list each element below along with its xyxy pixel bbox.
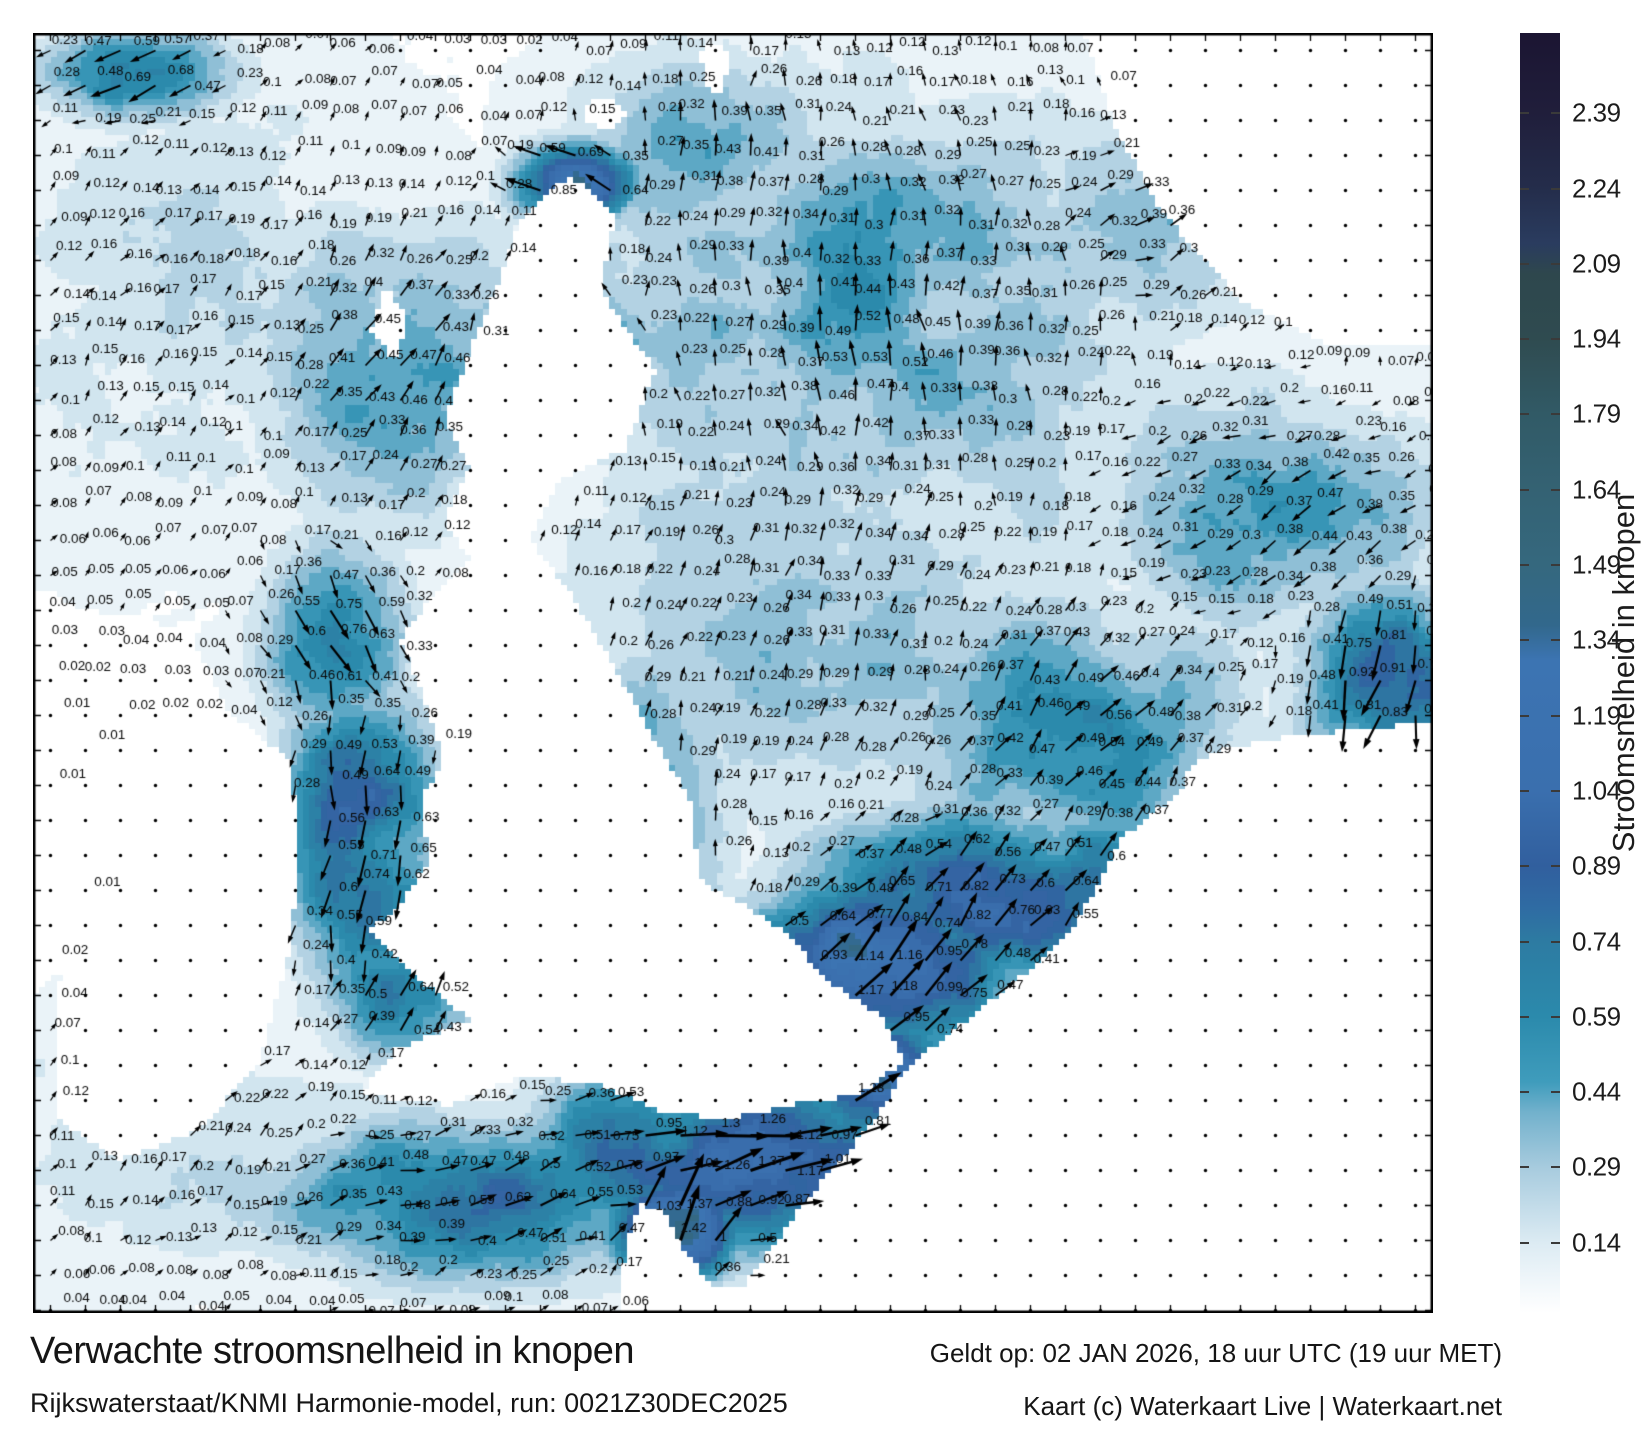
colorbar-tick-mark (1520, 187, 1529, 190)
colorbar-tick-label: 2.09 (1572, 248, 1621, 279)
model-run-label: Rijkswaterstaat/KNMI Harmonie-model, run… (30, 1388, 788, 1418)
colorbar-tick-label: 0.59 (1572, 1001, 1621, 1032)
colorbar-tick-label: 1.19 (1572, 700, 1621, 731)
colorbar-tick-mark (1551, 112, 1560, 115)
colorbar-tick-label: 1.64 (1572, 474, 1621, 505)
colorbar-tick-mark (1551, 413, 1560, 416)
colorbar-tick-mark (1520, 1166, 1529, 1169)
valid-time-label: Geldt op: 02 JAN 2026, 18 uur UTC (19 uu… (929, 1338, 1502, 1368)
colorbar-tick-mark (1520, 1241, 1529, 1244)
colorbar-tick-mark (1520, 639, 1529, 642)
colorbar-tick-label: 0.74 (1572, 926, 1621, 957)
colorbar-tick-mark (1520, 714, 1529, 717)
colorbar-tick-label: 1.94 (1572, 323, 1621, 354)
colorbar-tick-mark (1551, 1091, 1560, 1094)
colorbar-tick-mark (1520, 262, 1529, 265)
colorbar-tick-mark (1551, 789, 1560, 792)
colorbar-tick-mark (1551, 488, 1560, 491)
colorbar-tick-mark (1551, 1241, 1560, 1244)
colorbar-tick-label: 1.04 (1572, 775, 1621, 806)
copyright-label: Kaart (c) Waterkaart Live | Waterkaart.n… (1023, 1391, 1502, 1421)
colorbar-tick-mark (1551, 1166, 1560, 1169)
colorbar-tick-mark (1520, 413, 1529, 416)
colorbar-tick-mark (1551, 564, 1560, 567)
colorbar-tick-mark (1520, 488, 1529, 491)
colorbar-tick-mark (1551, 714, 1560, 717)
colorbar-tick-label: 0.89 (1572, 850, 1621, 881)
map-title: Verwachte stroomsnelheid in knopen (30, 1330, 635, 1372)
colorbar-tick-label: 2.39 (1572, 97, 1621, 128)
colorbar-tick-mark (1551, 865, 1560, 868)
colorbar-tick-label: 2.24 (1572, 173, 1621, 204)
colorbar-tick-mark (1551, 940, 1560, 943)
colorbar-tick-mark (1520, 112, 1529, 115)
colorbar-tick-label: 0.29 (1572, 1151, 1621, 1182)
colorbar-tick-mark (1551, 1015, 1560, 1018)
colorbar-axis-label: Stroomsnelheid in knopen (1606, 493, 1641, 853)
colorbar-tick-mark (1520, 1015, 1529, 1018)
colorbar-tick-label: 0.44 (1572, 1076, 1621, 1107)
colorbar-tick-mark (1520, 940, 1529, 943)
colorbar-tick-mark (1551, 338, 1560, 341)
colorbar-tick-label: 0.14 (1572, 1227, 1621, 1258)
current-map-canvas (33, 33, 1433, 1313)
colorbar-tick-mark (1551, 262, 1560, 265)
colorbar-tick-mark (1520, 338, 1529, 341)
colorbar-tick-mark (1520, 865, 1529, 868)
colorbar-tick-label: 1.49 (1572, 549, 1621, 580)
colorbar-tick-mark (1520, 1091, 1529, 1094)
colorbar-tick-label: 1.34 (1572, 624, 1621, 655)
colorbar-tick-mark (1551, 639, 1560, 642)
colorbar-tick-mark (1520, 789, 1529, 792)
colorbar-gradient (1520, 33, 1560, 1313)
colorbar-tick-label: 1.79 (1572, 398, 1621, 429)
colorbar-tick-mark (1551, 187, 1560, 190)
colorbar-tick-mark (1520, 564, 1529, 567)
